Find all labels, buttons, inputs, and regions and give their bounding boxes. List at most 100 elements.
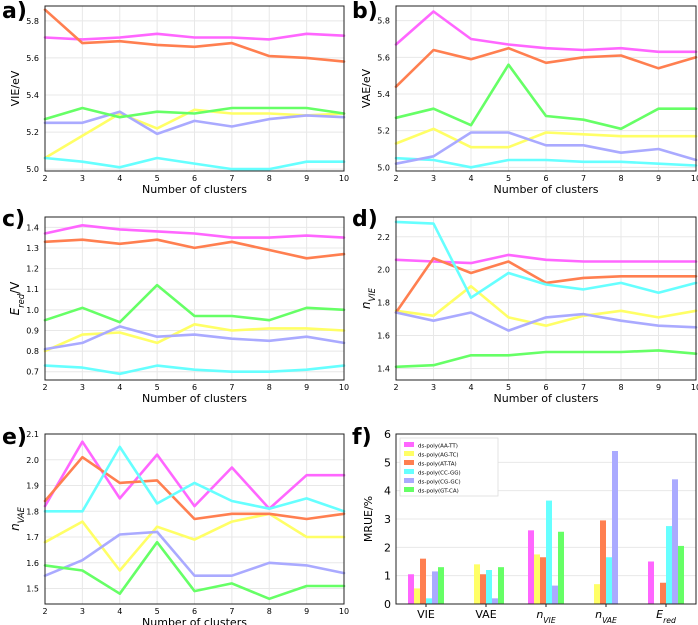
legend-label: ds-poly(GT-CA)	[418, 489, 459, 495]
x-tick-label: 2	[42, 174, 47, 183]
panel-d: 2 3 4 5 6 7 8 9 10 1.4 1.6 1.8 2.0 2.2 Number of clust…	[359, 216, 698, 405]
y-tick-label: 5	[384, 456, 391, 469]
series-line-6	[394, 349, 698, 369]
plot-frame	[395, 5, 697, 172]
bar	[486, 570, 492, 604]
bar	[534, 554, 540, 604]
x-tick-label: 4	[117, 607, 122, 616]
series-line-1	[43, 32, 346, 41]
plot-frame	[395, 216, 697, 381]
y-axis-label: VIE/eV	[9, 70, 22, 106]
y-tick-label: 1.0	[26, 306, 39, 315]
x-tick-label: VIE	[417, 608, 435, 621]
x-tick-label: 10	[339, 607, 349, 616]
y-tick-label: 1.6	[26, 559, 39, 568]
y-tick-label: 5.0	[26, 165, 39, 174]
x-tick-label: 7	[581, 174, 586, 183]
bar	[660, 582, 666, 604]
bar	[414, 588, 420, 604]
x-tick-label: 3	[431, 383, 436, 392]
y-tick-label: 5.2	[377, 127, 390, 136]
series-line-5	[43, 110, 346, 136]
bar	[648, 561, 654, 604]
y-tick-label: 2	[384, 541, 391, 554]
series-line-3	[394, 256, 698, 314]
plot-frame	[44, 216, 345, 381]
x-axis-label: Number of clusters	[142, 616, 247, 625]
bar	[498, 567, 504, 604]
panel-b: 2 3 4 5 6 7 8 9 10 5.0 5.2 5.4 5.6 5.8 Number of clust…	[360, 5, 698, 196]
panel-label-c: c)	[2, 207, 26, 232]
y-tick-label: 6	[384, 428, 391, 441]
series-line-6	[43, 540, 346, 601]
x-tick-label: 9	[304, 383, 309, 392]
bar	[558, 531, 564, 604]
y-tick-label: 0.9	[26, 326, 39, 335]
x-tick-label: 8	[618, 383, 623, 392]
series-line-4	[43, 156, 346, 171]
plot-frame	[44, 5, 345, 172]
bar	[420, 558, 426, 604]
bar	[528, 530, 534, 604]
x-axis-label: Number of clusters	[494, 183, 599, 196]
bar	[606, 557, 612, 604]
x-tick-label: 4	[117, 383, 122, 392]
x-tick-label: 6	[192, 383, 197, 392]
series-line-1	[43, 224, 346, 239]
x-tick-label: 4	[468, 383, 473, 392]
series-line-5	[394, 311, 698, 332]
bar	[474, 564, 480, 604]
x-tick-label: 5	[506, 174, 511, 183]
y-tick-label: 2.0	[26, 456, 39, 465]
y-tick-label: 1.1	[26, 285, 39, 294]
legend-label: ds-poly(CC-GG)	[418, 471, 461, 477]
series-line-2	[43, 322, 346, 353]
y-tick-label: 1.8	[377, 299, 390, 308]
y-axis-label: nVIE	[359, 287, 377, 309]
series-line-6	[43, 283, 346, 324]
x-axis-label: Number of clusters	[142, 183, 247, 196]
x-tick-label: 5	[506, 383, 511, 392]
series-line-5	[394, 131, 698, 165]
x-tick-label: 7	[229, 607, 234, 616]
series-line-1	[43, 440, 346, 511]
series-line-2	[43, 512, 346, 572]
x-axis-label: Number of clusters	[142, 392, 247, 405]
x-tick-label: 9	[656, 174, 661, 183]
series-line-2	[394, 127, 698, 149]
series-line-5	[43, 325, 346, 351]
y-axis-label: Ered/V	[8, 281, 26, 316]
bar	[594, 584, 600, 604]
y-tick-label: 5.4	[26, 91, 39, 100]
legend-swatch	[404, 487, 414, 492]
y-tick-label: 2.1	[26, 430, 39, 439]
panel-label-f: f)	[352, 425, 372, 450]
y-axis-label: nVAE	[8, 506, 26, 530]
bar	[408, 574, 414, 604]
bar	[426, 598, 432, 604]
bar	[540, 557, 546, 604]
series-line-3	[43, 455, 346, 521]
legend-label: ds-poly(CG-GC)	[418, 480, 461, 486]
y-tick-label: 1.2	[26, 265, 39, 274]
x-tick-label: 2	[393, 174, 398, 183]
legend-swatch	[404, 460, 414, 465]
panel-label-a: a)	[2, 0, 27, 24]
series-line-5	[43, 530, 346, 578]
x-tick-label: nVIE	[536, 608, 556, 625]
legend-swatch	[404, 469, 414, 474]
x-tick-label: 10	[339, 174, 349, 183]
x-tick-label: 6	[192, 174, 197, 183]
y-tick-label: 5.6	[377, 53, 390, 62]
y-axis-label: VAE/eV	[360, 68, 373, 108]
bar	[612, 451, 618, 604]
bar	[492, 598, 498, 604]
bar	[672, 479, 678, 604]
y-tick-label: 2.0	[377, 266, 390, 275]
y-tick-label: 5.6	[26, 54, 39, 63]
panel-label-e: e)	[2, 425, 27, 450]
x-tick-label: 2	[393, 383, 398, 392]
series-line-3	[43, 238, 346, 260]
y-tick-label: 1.9	[26, 482, 39, 491]
